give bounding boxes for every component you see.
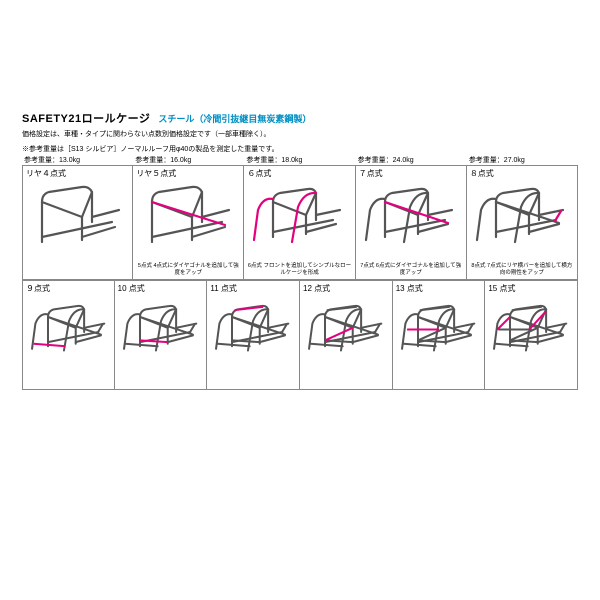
note-1: 価格設定は、車種・タイプに関わらない点数別価格設定です（一部車種除く）。 [22,130,578,141]
label-r2-4: 13 点式 [396,283,423,294]
label-r2-3: 12 点式 [303,283,330,294]
cage-icon-6pt [248,182,348,252]
row-1: リヤ４点式 リヤ５点式 5点式 4 [22,165,578,280]
cell-r1-2: ６点式 6点式 フロントを追加してシンプルなロールケージを形成 [244,165,355,280]
cage-icon-9pt [27,297,111,362]
cell-r1-0: リヤ４点式 [22,165,133,280]
label-r2-0: ９点式 [26,283,50,294]
weight-0: 参考重量：13.0kg [22,155,133,165]
label-r2-1: 10 点式 [118,283,145,294]
note-2: ※参考重量は［S13 シルビア］ノーマルルーフ用φ40の製品を測定した重量です。 [22,145,578,156]
cage-icon-13pt [397,297,481,362]
category-subtitle: スチール（冷間引抜継目無炭素鋼製） [158,112,311,125]
desc-r1-4: 8点式 7点式にリヤ横バーを追加して横方向の剛性をアップ [469,263,575,277]
cage-icon-7pt [360,182,460,252]
cell-r2-2: 11 点式 [207,280,300,390]
desc-r1-1: 5点式 4点式にダイヤゴナルを追加して強度をアップ [135,263,241,277]
label-r1-3: ７点式 [359,168,383,179]
row-2: ９点式 10 点式 [22,280,578,390]
page-title: SAFETY21ロールケージ [22,110,150,126]
weight-3: 参考重量：24.0kg [356,155,467,165]
label-r1-2: ６点式 [247,168,271,179]
cage-icon-12pt [304,297,388,362]
desc-r1-3: 7点式 6点式にダイヤゴナルを追加して強度アップ [358,263,464,277]
weight-1: 参考重量：16.0kg [133,155,244,165]
cell-r2-3: 12 点式 [300,280,393,390]
label-r2-2: 11 点式 [210,283,237,294]
cage-icon-5pt [137,182,237,252]
cage-icon-10pt [119,297,203,362]
cage-icon-11pt [211,297,295,362]
cell-r1-1: リヤ５点式 5点式 4点式にダイヤゴナルを追加して強度をアップ [133,165,244,280]
label-r1-4: ８点式 [470,168,494,179]
cell-r2-0: ９点式 [22,280,115,390]
cell-r2-4: 13 点式 [393,280,486,390]
label-r2-5: 15 点式 [488,283,515,294]
weight-4: 参考重量：27.0kg [467,155,578,165]
cell-r1-4: ８点式 8点式 7点式にリヤ横バーを追加して横方向の剛性をアップ [467,165,578,280]
cage-icon-8pt [471,182,571,252]
cell-r2-5: 15 点式 [485,280,578,390]
label-r1-1: リヤ５点式 [136,168,176,179]
cell-r2-1: 10 点式 [115,280,208,390]
desc-r1-2: 6点式 フロントを追加してシンプルなロールケージを形成 [246,263,352,277]
cell-r1-3: ７点式 7点式 6点式にダイヤゴナルを追加して強度アップ [356,165,467,280]
cage-icon-15pt [489,297,573,362]
label-r1-0: リヤ４点式 [26,168,66,179]
cage-icon-4pt [27,182,127,252]
weight-2: 参考重量：18.0kg [244,155,355,165]
